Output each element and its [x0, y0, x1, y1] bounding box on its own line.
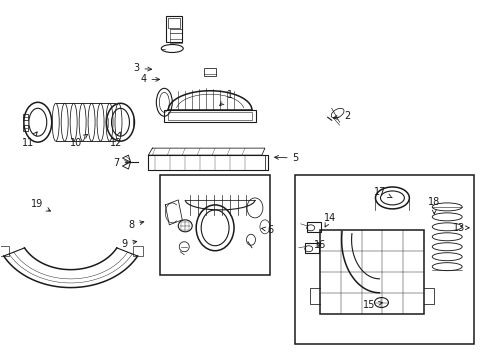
Bar — [304, 243, 318, 253]
Bar — [164, 110, 255, 122]
Bar — [23, 125, 28, 131]
Bar — [168, 18, 180, 28]
Bar — [0, 246, 9, 256]
Text: 11: 11 — [21, 132, 37, 148]
Bar — [168, 112, 251, 120]
Text: 4: 4 — [140, 75, 159, 84]
Text: 10: 10 — [69, 134, 87, 148]
Text: 3: 3 — [133, 63, 151, 73]
Text: 6: 6 — [261, 225, 273, 235]
Bar — [166, 15, 182, 41]
Bar — [170, 39, 182, 42]
Text: 18: 18 — [427, 197, 440, 214]
Text: 7: 7 — [113, 158, 128, 168]
Text: 5: 5 — [274, 153, 298, 163]
Bar — [160, 175, 269, 275]
Bar — [294, 175, 473, 345]
Text: 17: 17 — [373, 187, 391, 198]
Text: 9: 9 — [121, 239, 137, 249]
Bar — [203, 68, 216, 76]
Text: 19: 19 — [31, 199, 50, 211]
Text: 13: 13 — [452, 223, 468, 233]
Text: 14: 14 — [323, 213, 335, 227]
Bar — [306, 222, 320, 232]
Bar — [23, 114, 28, 120]
Text: 15: 15 — [363, 300, 382, 310]
Text: 12: 12 — [110, 132, 122, 148]
Bar — [132, 246, 142, 256]
Bar — [319, 230, 424, 315]
Text: 16: 16 — [313, 240, 325, 250]
Bar — [181, 222, 189, 230]
Text: 2: 2 — [333, 111, 350, 121]
Text: 8: 8 — [128, 220, 143, 230]
Text: 1: 1 — [219, 90, 233, 105]
